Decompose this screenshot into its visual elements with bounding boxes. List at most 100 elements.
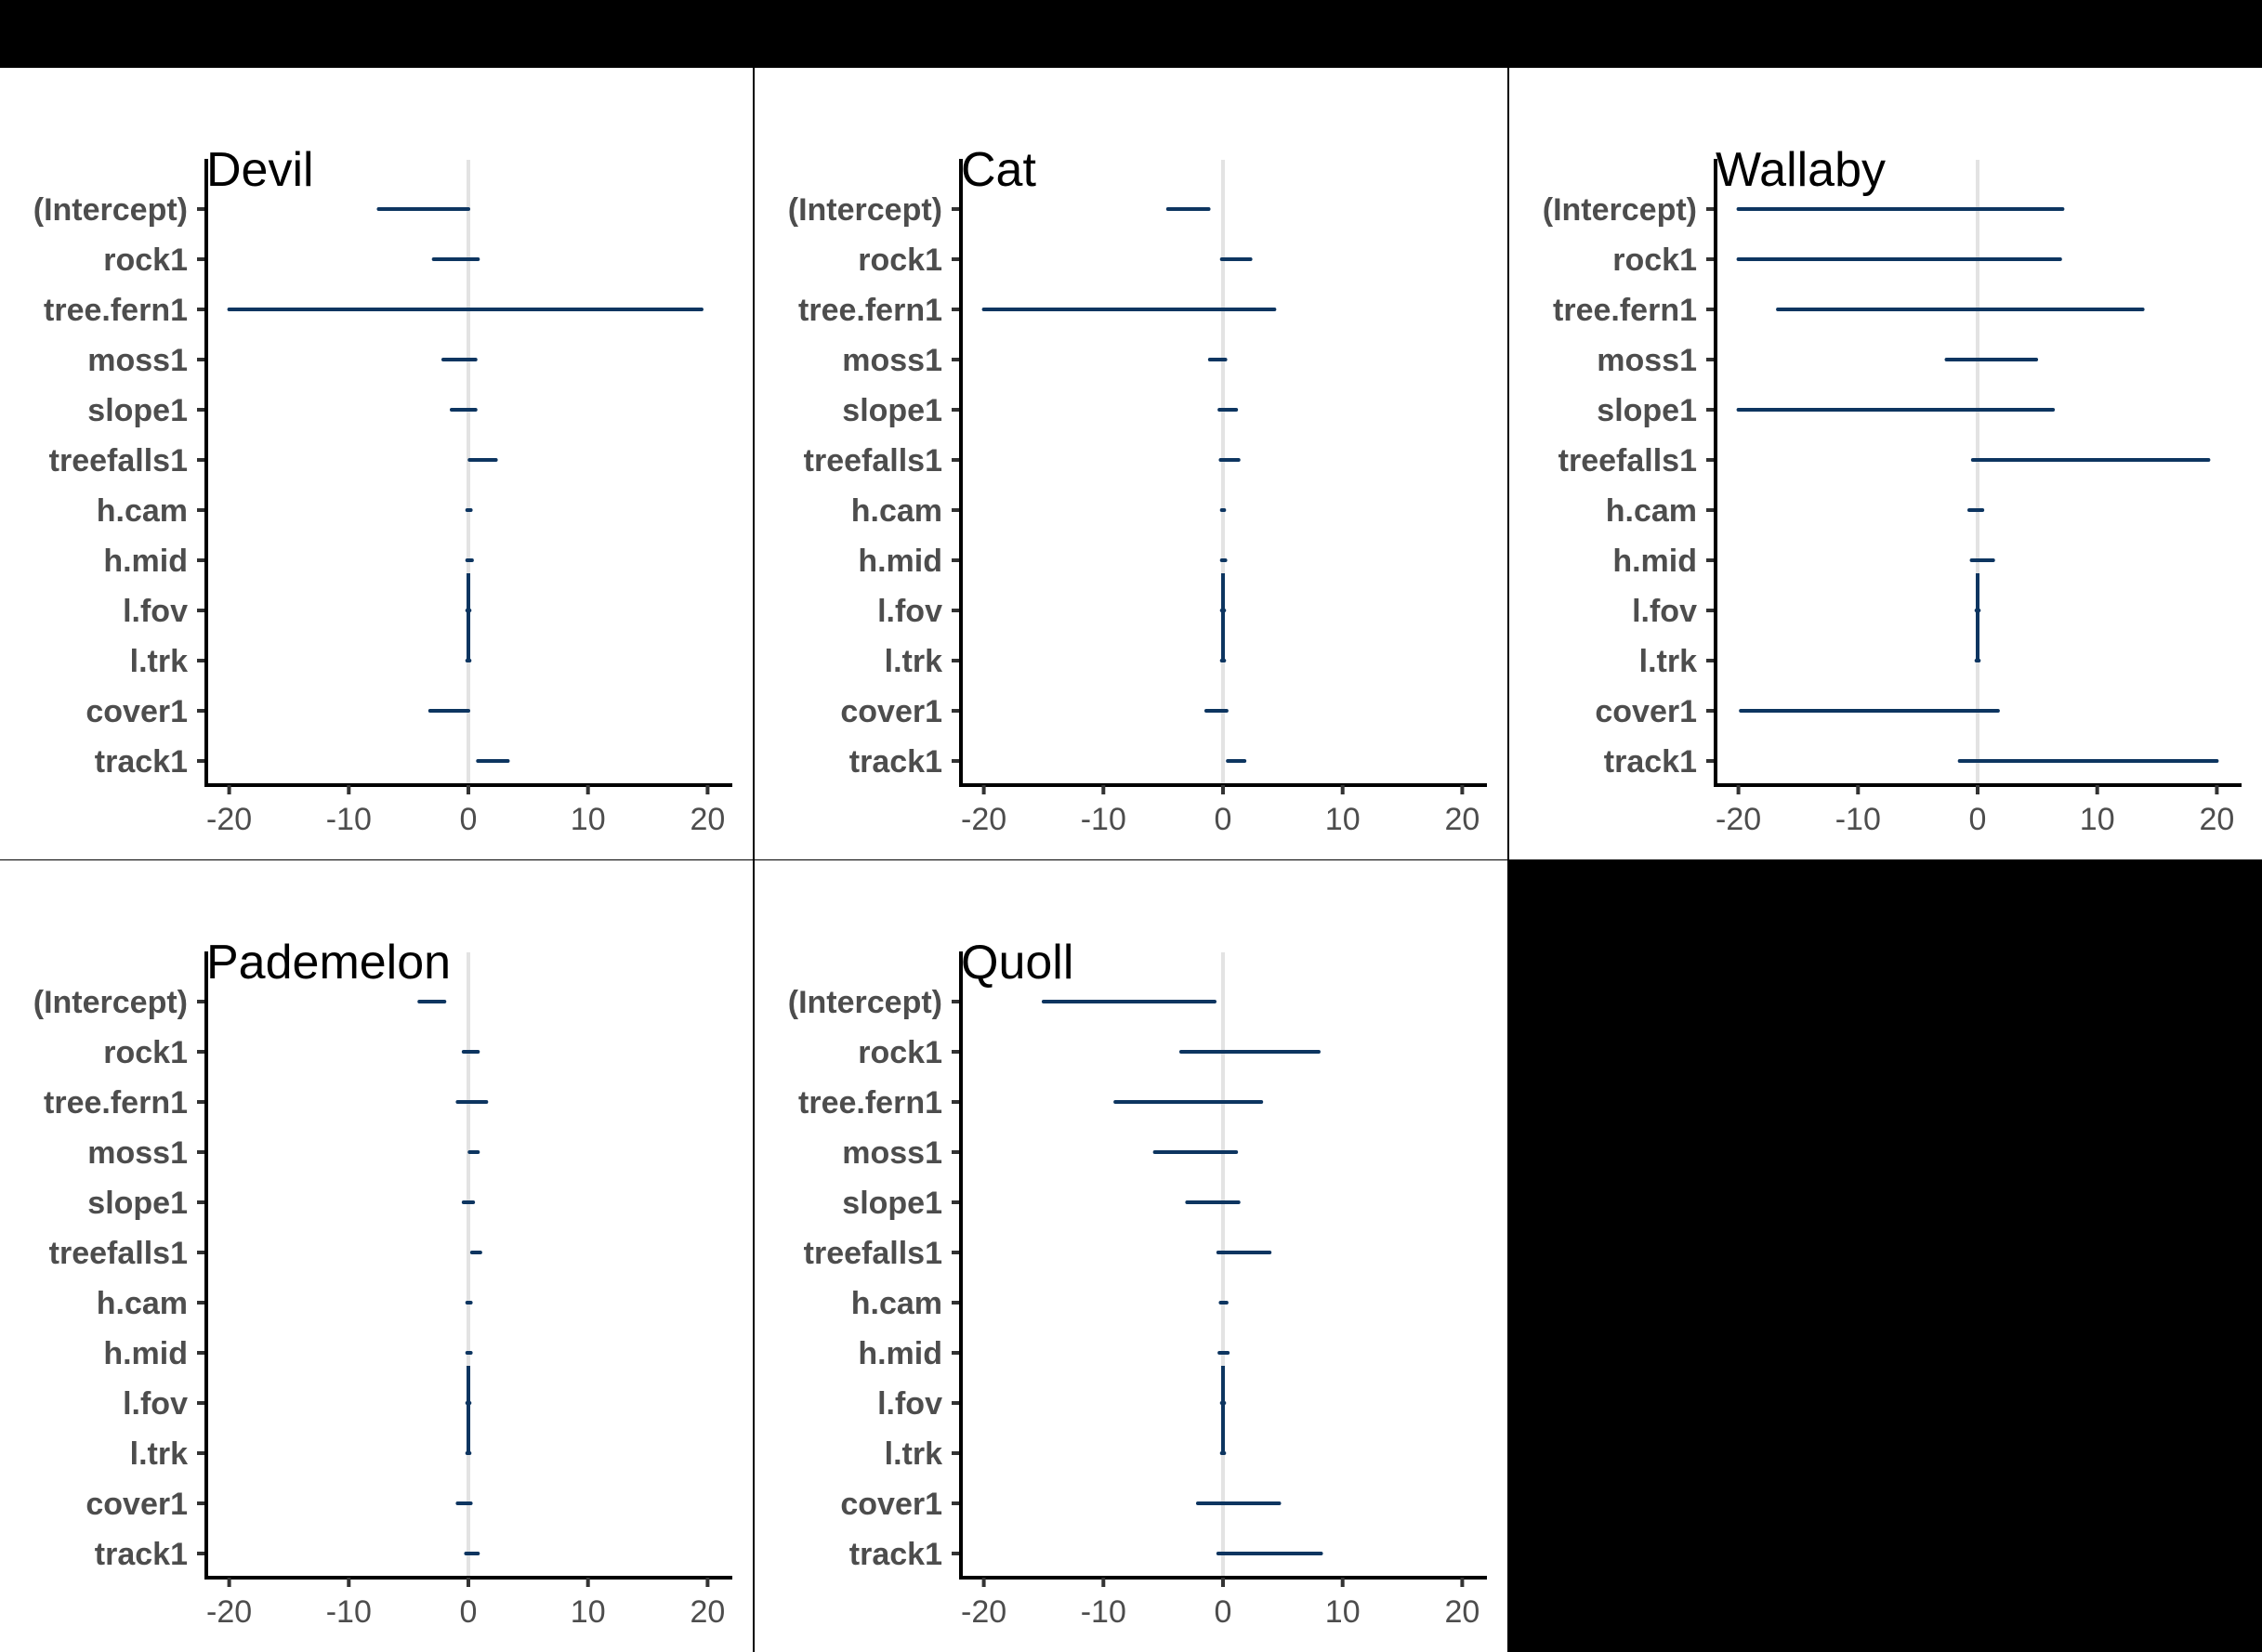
- category-label: slope1: [1597, 393, 1697, 428]
- category-label: cover1: [1595, 694, 1697, 729]
- panel-title: Pademelon: [206, 936, 452, 990]
- category-label: h.mid: [103, 1336, 188, 1371]
- category-label: cover1: [840, 1487, 942, 1522]
- x-tick-label: -20: [206, 1594, 252, 1630]
- category-label: track1: [95, 1537, 188, 1572]
- category-label: h.cam: [851, 1286, 942, 1321]
- x-tick-label: -20: [1716, 802, 1761, 837]
- category-label: l.trk: [885, 644, 942, 679]
- x-tick-label: 10: [1325, 1594, 1361, 1630]
- category-label: rock1: [858, 243, 942, 278]
- category-label: moss1: [87, 1135, 188, 1171]
- x-tick-label: -10: [1081, 802, 1126, 837]
- category-label: (Intercept): [33, 192, 188, 228]
- panel-pademelon: (Intercept) rock1 tree.fern1 moss1 slope1 tre…: [0, 860, 753, 1652]
- category-label: l.trk: [1639, 644, 1697, 679]
- category-label: tree.fern1: [44, 1085, 188, 1121]
- panel-devil: (Intercept) rock1 tree.fern1 moss1 slope1 tre…: [0, 68, 753, 859]
- category-label: h.cam: [851, 493, 942, 529]
- category-label: slope1: [842, 393, 942, 428]
- panel-title: Devil: [206, 143, 314, 197]
- category-label: l.fov: [123, 594, 188, 629]
- x-tick-label: -10: [1081, 1594, 1126, 1630]
- category-label: tree.fern1: [44, 293, 188, 328]
- panel-title: Quoll: [961, 936, 1074, 990]
- category-label: l.fov: [123, 1386, 188, 1422]
- category-label: moss1: [842, 1135, 942, 1171]
- panel-wallaby: (Intercept) rock1 tree.fern1 moss1 slope1 tre…: [1509, 68, 2262, 859]
- category-label: h.mid: [858, 544, 942, 579]
- x-tick-label: -20: [961, 1594, 1006, 1630]
- panel-title: Wallaby: [1716, 143, 1887, 197]
- category-label: (Intercept): [33, 985, 188, 1020]
- category-label: treefalls1: [49, 443, 188, 479]
- category-label: moss1: [842, 343, 942, 378]
- category-label: (Intercept): [788, 985, 942, 1020]
- category-label: l.fov: [1632, 594, 1697, 629]
- category-label: (Intercept): [1543, 192, 1697, 228]
- category-label: h.mid: [103, 544, 188, 579]
- category-label: tree.fern1: [798, 293, 942, 328]
- x-tick-label: -20: [961, 802, 1006, 837]
- category-label: slope1: [87, 1186, 188, 1221]
- x-tick-label: 20: [690, 1594, 725, 1630]
- x-tick-label: -10: [326, 1594, 372, 1630]
- x-tick-label: 10: [571, 1594, 606, 1630]
- category-label: slope1: [87, 393, 188, 428]
- category-label: slope1: [842, 1186, 942, 1221]
- x-tick-label: 0: [460, 1594, 478, 1630]
- category-label: (Intercept): [788, 192, 942, 228]
- category-label: cover1: [85, 1487, 188, 1522]
- category-label: l.fov: [877, 1386, 942, 1422]
- x-tick-label: 10: [2080, 802, 2115, 837]
- plot-pademelon: (Intercept) rock1 tree.fern1 moss1 slope1 tre…: [33, 951, 732, 1630]
- category-label: treefalls1: [49, 1236, 188, 1271]
- x-tick-label: 0: [1969, 802, 1987, 837]
- category-label: tree.fern1: [798, 1085, 942, 1121]
- category-label: rock1: [1612, 243, 1697, 278]
- x-tick-label: 10: [1325, 802, 1361, 837]
- x-tick-label: 0: [1215, 802, 1232, 837]
- plot-quoll: (Intercept) rock1 tree.fern1 moss1 slope1 tre…: [788, 951, 1487, 1630]
- x-tick-label: -20: [206, 802, 252, 837]
- x-tick-label: 20: [1444, 802, 1480, 837]
- x-tick-label: 0: [460, 802, 478, 837]
- category-label: rock1: [103, 1035, 188, 1070]
- x-tick-label: 0: [1215, 1594, 1232, 1630]
- category-label: h.mid: [1612, 544, 1697, 579]
- x-tick-label: -10: [1835, 802, 1881, 837]
- category-label: h.cam: [97, 1286, 188, 1321]
- panel-cat: (Intercept) rock1 tree.fern1 moss1 slope1 tre…: [755, 68, 1507, 859]
- category-label: l.fov: [877, 594, 942, 629]
- category-label: treefalls1: [804, 443, 942, 479]
- x-tick-label: 20: [690, 802, 725, 837]
- category-label: h.mid: [858, 1336, 942, 1371]
- plot-devil: (Intercept) rock1 tree.fern1 moss1 slope1 tre…: [33, 159, 732, 837]
- category-label: moss1: [1597, 343, 1697, 378]
- x-tick-label: -10: [326, 802, 372, 837]
- x-tick-label: 20: [1444, 1594, 1480, 1630]
- panel-quoll: (Intercept) rock1 tree.fern1 moss1 slope1 tre…: [755, 860, 1507, 1652]
- plot-cat: (Intercept) rock1 tree.fern1 moss1 slope1 tre…: [788, 159, 1487, 837]
- panel-title: Cat: [961, 143, 1036, 197]
- category-label: treefalls1: [804, 1236, 942, 1271]
- category-label: cover1: [85, 694, 188, 729]
- category-label: track1: [849, 1537, 942, 1572]
- x-tick-label: 20: [2199, 802, 2234, 837]
- category-label: track1: [849, 744, 942, 780]
- plot-wallaby: (Intercept) rock1 tree.fern1 moss1 slope1 tre…: [1543, 159, 2242, 837]
- category-label: cover1: [840, 694, 942, 729]
- category-label: track1: [95, 744, 188, 780]
- category-label: treefalls1: [1558, 443, 1697, 479]
- category-label: track1: [1604, 744, 1697, 780]
- category-label: h.cam: [1606, 493, 1697, 529]
- category-label: rock1: [103, 243, 188, 278]
- category-label: l.trk: [130, 644, 188, 679]
- category-label: moss1: [87, 343, 188, 378]
- category-label: tree.fern1: [1553, 293, 1697, 328]
- category-label: l.trk: [130, 1436, 188, 1472]
- category-label: l.trk: [885, 1436, 942, 1472]
- category-label: h.cam: [97, 493, 188, 529]
- category-label: rock1: [858, 1035, 942, 1070]
- x-tick-label: 10: [571, 802, 606, 837]
